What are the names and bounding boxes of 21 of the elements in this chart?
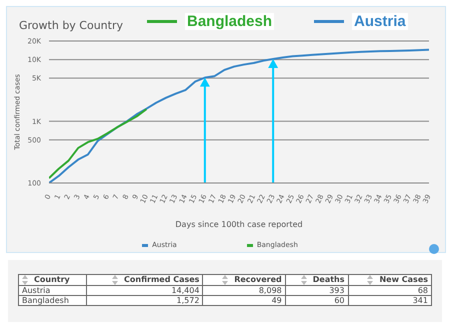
text: 1,572 [86,296,203,306]
text: 60 [285,296,348,306]
text: New Cases [348,274,432,286]
text: Bangladesh [18,296,86,306]
line-series [49,108,148,180]
x-axis-title: Days since 100th case reported [175,220,303,229]
chart-title: Growth by Country [19,19,124,32]
text: Austria [352,13,408,30]
line-series [49,48,429,183]
text: 49 [202,296,286,306]
text: Austria [18,286,86,296]
text: 68 [348,286,432,296]
text: 341 [348,296,432,306]
text: 8,098 [202,286,286,296]
text: 393 [285,286,348,296]
text: Deaths [285,274,348,286]
text: Recovered [202,274,286,286]
text: Country [18,274,86,286]
text: 14,404 [86,286,203,296]
text: Confirmed Cases [86,274,203,286]
text: Bangladesh [185,13,274,30]
